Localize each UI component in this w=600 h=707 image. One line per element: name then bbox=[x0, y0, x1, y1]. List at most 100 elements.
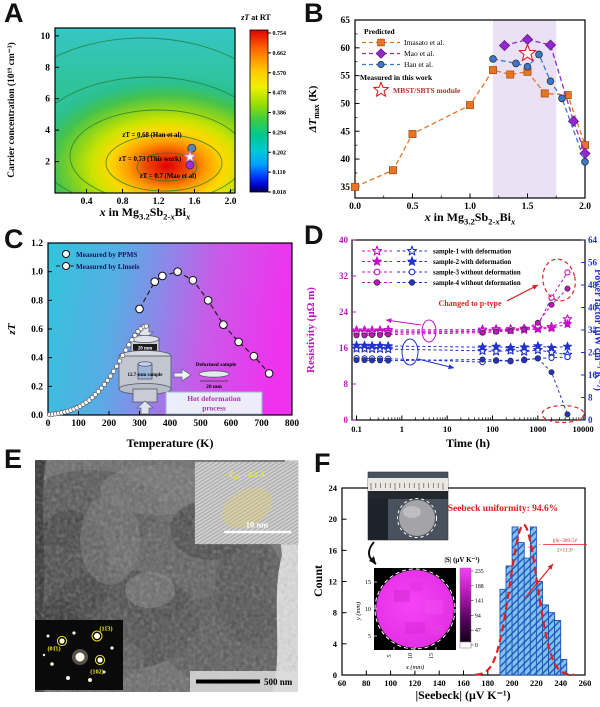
colorbar bbox=[249, 29, 269, 193]
power-factor-point bbox=[491, 341, 501, 351]
seebeck-map-inset: 5 10 15 5 10 15 y (mm) x (mm) 235 188 141 94 47 0 |S| … bbox=[355, 556, 484, 671]
legend-entry: sample-1 with deformation bbox=[433, 249, 511, 256]
x-axis-label: |Seebeck| (μV K⁻¹) bbox=[415, 688, 510, 702]
y-tick-label: 4 bbox=[45, 126, 50, 136]
diffraction-spot bbox=[102, 670, 106, 674]
power-factor-point bbox=[479, 356, 486, 363]
map-cb-tick: 47 bbox=[475, 628, 481, 634]
histogram-bar bbox=[548, 612, 556, 676]
sample-label: 12.7-mm sample bbox=[128, 373, 164, 378]
data-point bbox=[535, 50, 543, 59]
ppms-point bbox=[95, 388, 101, 395]
diffraction-spot bbox=[66, 676, 70, 680]
y-right-tick-label: 0 bbox=[588, 415, 593, 425]
caliper-jaw bbox=[368, 499, 388, 540]
map-y-label: y (mm) bbox=[355, 602, 362, 621]
y-tick-label: 0.6 bbox=[31, 325, 43, 335]
y-tick-label: 0.4 bbox=[31, 354, 43, 364]
tem-scalebar-label: 500 nm bbox=[264, 677, 293, 687]
resistivity-point bbox=[564, 285, 571, 292]
formula-numerator: (|S|−209.5)² bbox=[553, 537, 578, 544]
x-tick-label: 180 bbox=[481, 678, 494, 688]
legend-marker bbox=[375, 48, 387, 59]
y-tick-label: 0 bbox=[333, 670, 337, 680]
data-point bbox=[567, 115, 580, 127]
resistivity-point bbox=[546, 323, 557, 333]
diffraction-spot bbox=[72, 631, 76, 635]
deformed-scale-label: 20 mm bbox=[206, 384, 222, 390]
colorbar-tick: 0.478 bbox=[273, 91, 287, 97]
colorbar-tick: 0.570 bbox=[273, 71, 287, 77]
map-x-tick: 15 bbox=[429, 653, 435, 659]
gauss-formula: ~e − (|S|−209.5)² 2×11.3² bbox=[528, 537, 587, 554]
y-tick-label: 6 bbox=[45, 95, 50, 105]
data-point bbox=[523, 62, 532, 71]
colorbar-tick: 0.386 bbox=[273, 111, 287, 117]
ppms-point bbox=[117, 358, 123, 364]
y-axis-label: ΔTmax (K) bbox=[307, 85, 321, 133]
legend-star bbox=[373, 81, 389, 97]
power-factor-point bbox=[491, 346, 501, 356]
power-factor-point bbox=[383, 341, 393, 350]
x-tick-label: 100 bbox=[71, 419, 86, 429]
y-axis-label: zT bbox=[6, 322, 18, 335]
linseis-point bbox=[264, 369, 274, 378]
legend-entry: Imasato et al. bbox=[404, 38, 444, 47]
caliper-ruler bbox=[368, 478, 448, 491]
y-tick-label: 20 bbox=[329, 514, 338, 524]
data-point bbox=[498, 40, 511, 52]
histogram-bar bbox=[523, 557, 531, 676]
data-point bbox=[351, 182, 359, 191]
data-point bbox=[521, 33, 534, 46]
x-tick-label: 0.1 bbox=[351, 424, 362, 434]
x-tick-label: 1000 bbox=[529, 424, 546, 434]
diffraction-spot bbox=[46, 634, 50, 638]
map-cb-title: |S| (μV K⁻¹) bbox=[444, 556, 480, 564]
resistivity-point bbox=[369, 331, 376, 338]
resistivity-point bbox=[534, 319, 541, 326]
ppms-point bbox=[120, 352, 126, 359]
x-tick-label: 0.5 bbox=[407, 202, 419, 212]
y-tick-label: 8 bbox=[333, 608, 337, 618]
resistivity-point bbox=[548, 301, 555, 308]
colorbar-tick: 0.110 bbox=[273, 170, 286, 176]
piston-bottom bbox=[132, 388, 158, 403]
formula-arrow bbox=[524, 563, 554, 599]
x-tick-label: 0 bbox=[46, 419, 51, 429]
power-factor-point bbox=[383, 344, 393, 354]
ppms-point bbox=[132, 332, 138, 338]
panel-c-label: C bbox=[4, 224, 24, 254]
saed-inset: (01̄1) (11̄3) (102) bbox=[35, 620, 123, 690]
contour-line bbox=[105, 134, 223, 192]
ptype-ellipse bbox=[541, 404, 585, 424]
annotation-marker bbox=[185, 160, 195, 170]
x-axis-label: Time (h) bbox=[446, 436, 490, 450]
resistivity-point bbox=[353, 332, 360, 339]
central-spot bbox=[75, 652, 85, 662]
power-factor-point bbox=[385, 357, 392, 364]
linseis-point bbox=[203, 296, 213, 305]
x-tick-label: 10 bbox=[443, 424, 452, 434]
y-tick-label: 55 bbox=[341, 72, 351, 82]
spot-label: (102) bbox=[90, 669, 103, 676]
resistivity-point bbox=[507, 327, 514, 334]
x-tick-label: 0.4 bbox=[81, 197, 93, 207]
y-tick-label: 50 bbox=[341, 99, 351, 109]
diffraction-spot bbox=[42, 653, 46, 657]
histogram-bar bbox=[535, 581, 543, 676]
data-point bbox=[466, 101, 474, 110]
left-axis-arrow bbox=[385, 319, 422, 326]
data-point bbox=[408, 130, 417, 138]
y-tick-label: 45 bbox=[341, 127, 351, 137]
power-factor-point bbox=[477, 342, 488, 352]
y-axis-label: Carrier concentration (10¹⁹ cm⁻³) bbox=[6, 42, 17, 178]
y-tick-label: 0.0 bbox=[31, 411, 43, 421]
data-point bbox=[581, 158, 589, 166]
annotation-marker bbox=[183, 150, 197, 163]
x-axis-label: x in Mg3.2Sb2-xBix bbox=[99, 205, 191, 221]
y-left-tick-label: 0 bbox=[344, 415, 349, 425]
panel-e-image: d11̄3 = 2.1 Å 10 nm (01̄1) (11̄3) (102) 500 n… bbox=[35, 460, 299, 692]
process-box bbox=[165, 391, 263, 415]
legend-marker bbox=[408, 268, 416, 276]
legend-entry: MBST/SBTS module bbox=[393, 86, 461, 95]
